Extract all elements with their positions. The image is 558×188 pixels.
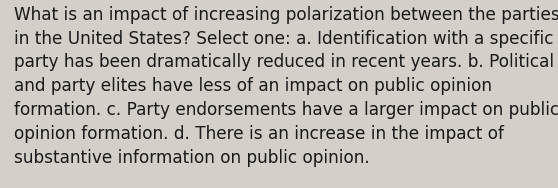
Text: What is an impact of increasing polarization between the parties
in the United S: What is an impact of increasing polariza… — [14, 6, 558, 167]
